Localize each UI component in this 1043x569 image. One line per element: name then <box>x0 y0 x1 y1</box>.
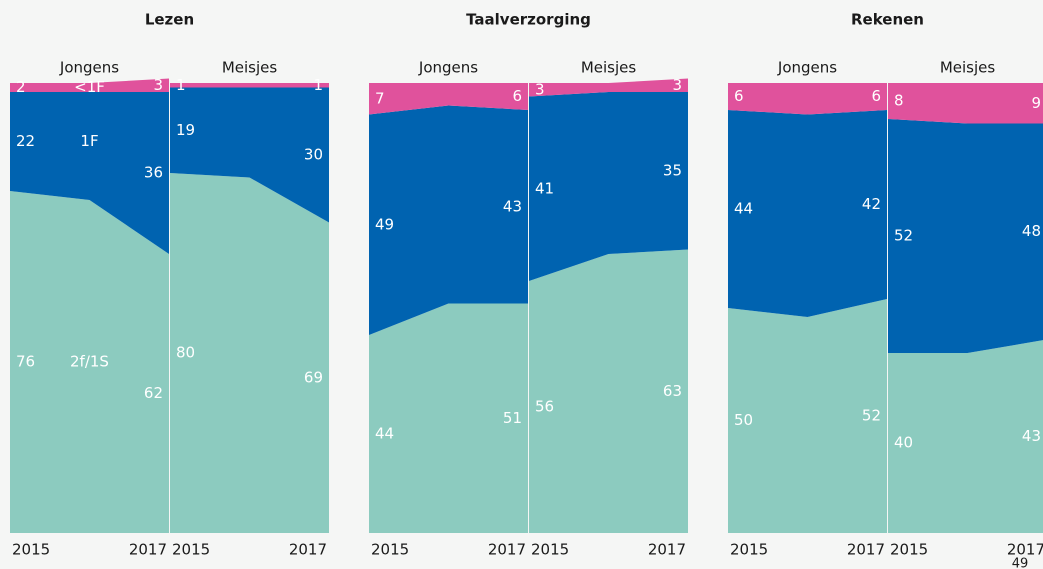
area <box>529 249 688 533</box>
value-label: 76 <box>16 353 35 371</box>
area <box>170 173 329 533</box>
series-label: 1F <box>80 132 98 150</box>
value-label: 7 <box>375 89 385 107</box>
area <box>170 87 329 223</box>
x-tick-label: 2015 <box>531 541 569 559</box>
area <box>10 92 169 254</box>
x-tick-label: 2017 <box>847 541 885 559</box>
area <box>369 303 528 533</box>
area <box>728 83 887 115</box>
value-label: 3 <box>153 76 163 94</box>
chart-title: Rekenen <box>851 11 924 29</box>
value-label: 48 <box>1022 222 1041 240</box>
value-label: 52 <box>894 227 913 245</box>
x-tick-label: 2017 <box>648 541 686 559</box>
value-label: 22 <box>16 132 35 150</box>
value-label: 41 <box>535 179 554 197</box>
value-label: 2 <box>16 78 26 96</box>
value-label: 80 <box>176 344 195 362</box>
area <box>170 83 329 88</box>
value-label: 6 <box>734 87 744 105</box>
series-label: <1F <box>74 78 105 96</box>
value-label: 44 <box>734 200 753 218</box>
value-label: 40 <box>894 434 913 452</box>
value-label: 43 <box>503 197 522 215</box>
area <box>728 110 887 317</box>
panel-name: Meisjes <box>581 59 637 77</box>
x-tick-label: 2015 <box>730 541 768 559</box>
value-label: 35 <box>663 161 682 179</box>
value-label: 6 <box>512 87 522 105</box>
value-label: 44 <box>375 425 394 443</box>
area <box>728 299 887 533</box>
value-label: 30 <box>304 146 323 164</box>
value-label: 6 <box>871 87 881 105</box>
value-label: 62 <box>144 384 163 402</box>
x-tick-label: 2015 <box>12 541 50 559</box>
panel-name: Jongens <box>418 59 478 77</box>
value-label: 9 <box>1031 94 1041 112</box>
x-tick-label: 2015 <box>371 541 409 559</box>
value-label: 3 <box>672 76 682 94</box>
panel-name: Jongens <box>59 59 119 77</box>
page-number: 49 <box>1012 557 1029 569</box>
series-label: 2f/1S <box>70 353 109 371</box>
value-label: 69 <box>304 368 323 386</box>
x-tick-label: 2017 <box>289 541 327 559</box>
x-tick-label: 2017 <box>1007 541 1043 559</box>
area <box>10 191 169 533</box>
value-label: 36 <box>144 164 163 182</box>
area <box>529 92 688 281</box>
x-tick-label: 2015 <box>890 541 928 559</box>
area <box>529 78 688 97</box>
value-label: 51 <box>503 409 522 427</box>
x-tick-label: 2015 <box>172 541 210 559</box>
value-label: 52 <box>862 407 881 425</box>
value-label: 42 <box>862 195 881 213</box>
area <box>369 83 528 115</box>
chart-title: Taalverzorging <box>466 11 591 29</box>
value-label: 19 <box>176 121 195 139</box>
area <box>888 119 1043 353</box>
area <box>369 105 528 335</box>
value-label: 56 <box>535 398 554 416</box>
value-label: 63 <box>663 382 682 400</box>
value-label: 43 <box>1022 427 1041 445</box>
panel-name: Jongens <box>777 59 837 77</box>
value-label: 1 <box>313 76 323 94</box>
panel-name: Meisjes <box>222 59 278 77</box>
area <box>888 83 1043 124</box>
panel-name: Meisjes <box>940 59 996 77</box>
value-label: 50 <box>734 411 753 429</box>
chart-title: Lezen <box>145 11 194 29</box>
area <box>888 340 1043 533</box>
value-label: 49 <box>375 215 394 233</box>
value-label: 1 <box>176 76 186 94</box>
value-label: 3 <box>535 80 545 98</box>
x-tick-label: 2017 <box>129 541 167 559</box>
area <box>10 78 169 92</box>
x-tick-label: 2017 <box>488 541 526 559</box>
value-label: 8 <box>894 92 904 110</box>
